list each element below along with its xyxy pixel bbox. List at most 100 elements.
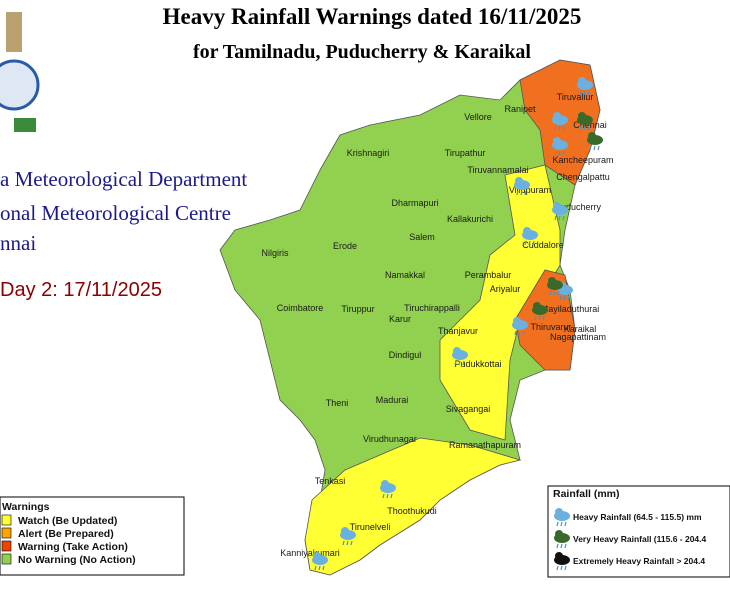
rain-icon (342, 540, 345, 546)
rain-icon (382, 493, 385, 499)
rain-icon (562, 215, 565, 221)
rain-icon (518, 330, 521, 336)
rain-icon (562, 125, 565, 131)
rain-icon (453, 347, 461, 355)
subtitle: for Tamilnadu, Puducherry & Karaikal (193, 41, 531, 63)
legend-icon (556, 543, 559, 549)
district-label: Tirunelveli (350, 522, 391, 532)
rain-icon (587, 125, 590, 131)
rain-icon (514, 330, 517, 336)
rain-icon (553, 290, 556, 296)
legend-icon (560, 521, 563, 527)
district-label: Tiruvannamalai (467, 165, 528, 175)
zone-yellow (304, 437, 522, 576)
rain-icon (553, 137, 561, 145)
rain-icon (557, 290, 560, 296)
rain-icon (528, 240, 531, 246)
district-label: Virudhunagar (363, 434, 417, 444)
rain-icon (515, 177, 523, 185)
district-label: Dharmapuri (391, 198, 438, 208)
rain-icon (597, 145, 600, 151)
district-label: Kanniyakumari (280, 548, 340, 558)
district-label: Coimbatore (277, 303, 324, 313)
legend-label: Very Heavy Rainfall (115.6 - 204.4 (573, 534, 707, 544)
district-label: Madurai (376, 395, 409, 405)
rain-icon (563, 295, 566, 301)
rain-icon (583, 90, 586, 96)
district-label: Kallakurichi (447, 214, 493, 224)
rain-icon (553, 202, 561, 210)
rain-icon (567, 295, 570, 301)
dept-line: onal Meteorological Centre (0, 201, 231, 225)
rain-icon (554, 125, 557, 131)
rain-icon (313, 552, 321, 560)
district-label: Theni (326, 398, 349, 408)
district-label: Ranipet (504, 104, 536, 114)
district-label: Thiruvarur (530, 322, 571, 332)
rain-icon (554, 215, 557, 221)
rain-icon (583, 125, 586, 131)
district-label: Karaikal (564, 324, 597, 334)
rain-icon (562, 150, 565, 156)
district-label: Tiruvallur (557, 92, 594, 102)
rain-icon (524, 240, 527, 246)
rain-icon (386, 493, 389, 499)
zone-orange (514, 269, 576, 371)
rain-icon (454, 360, 457, 366)
rain-icon (553, 112, 561, 120)
rain-icon (314, 565, 317, 571)
logo (0, 12, 40, 132)
district-label: Thanjavur (438, 326, 478, 336)
rain-icon (318, 565, 321, 571)
legend-label: No Warning (No Action) (18, 554, 136, 566)
rain-icon (522, 330, 525, 336)
rain-icon (390, 493, 393, 499)
district-label: Ariyalur (490, 284, 521, 294)
legend-icon (564, 521, 567, 527)
rain-icon (341, 527, 349, 535)
district-label: Tenkasi (315, 476, 346, 486)
legend-icon (564, 543, 567, 549)
legend-title: Rainfall (mm) (553, 488, 620, 500)
legend-icon (555, 530, 563, 538)
district-label: Nagapattinam (550, 332, 606, 342)
legend-icon (560, 543, 563, 549)
rain-icon (579, 125, 582, 131)
legend-label: Watch (Be Updated) (18, 515, 117, 527)
legend-label: Warning (Take Action) (18, 541, 128, 553)
legend-icon (555, 508, 563, 516)
rain-icon (322, 565, 325, 571)
title: Heavy Rainfall Warnings dated 16/11/2025 (163, 4, 582, 29)
rain-icon (538, 315, 541, 321)
rain-icon (542, 315, 545, 321)
rain-icon (579, 90, 582, 96)
rain-icon (532, 240, 535, 246)
rain-icon (381, 480, 389, 488)
legend-label: Alert (Be Prepared) (18, 528, 114, 540)
district-label: Cuddalore (522, 240, 564, 250)
day-label: Day 2: 17/11/2025 (0, 279, 162, 301)
district-label: Dindigul (389, 350, 422, 360)
legend-label: Heavy Rainfall (64.5 - 115.5) mm (573, 512, 702, 522)
rain-icon (533, 302, 541, 310)
district-label: Salem (409, 232, 435, 242)
district-label: Pudukkottai (454, 359, 501, 369)
rain-icon (520, 190, 523, 196)
district-label: Chennai (573, 120, 607, 130)
rain-icon (346, 540, 349, 546)
rainfall-legend-box (547, 485, 730, 578)
legend-icon (556, 521, 559, 527)
dept-line: a Meteorological Department (0, 167, 247, 191)
rain-icon (548, 277, 556, 285)
rain-icon (549, 290, 552, 296)
district-label: Puducherry (555, 202, 602, 212)
district-label: Mayiladuthurai (541, 304, 600, 314)
district-label: Namakkal (385, 270, 425, 280)
district-label: Karur (389, 314, 411, 324)
rain-icon (513, 317, 521, 325)
district-label: Perambalur (465, 270, 512, 280)
rain-icon (578, 77, 586, 85)
legend-icon (555, 552, 563, 560)
legend-icon (564, 565, 567, 571)
district-label: Tiruchirappalli (404, 303, 460, 313)
